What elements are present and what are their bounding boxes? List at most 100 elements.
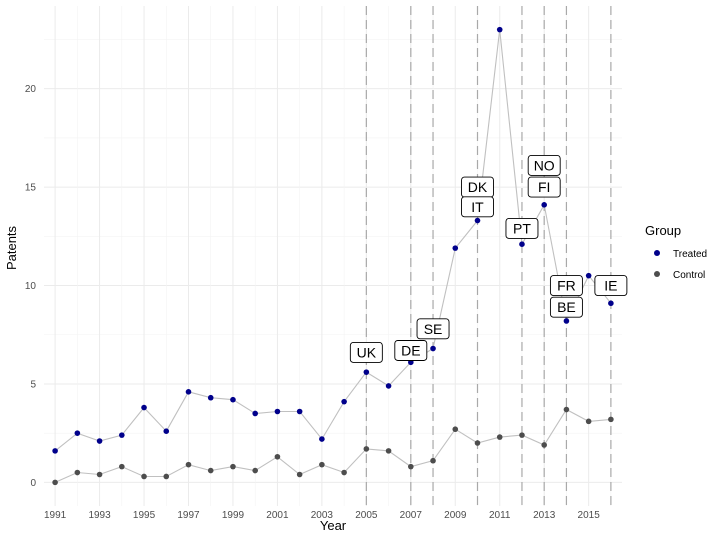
point-control (541, 442, 547, 448)
point-treated (563, 318, 570, 324)
point-control (274, 453, 281, 460)
point-control (341, 469, 347, 476)
series-line-treated (54, 29, 612, 452)
y-tick-label: 5 (30, 379, 36, 390)
point-control (385, 448, 392, 454)
point-treated (252, 410, 258, 417)
country-label: NO (527, 154, 561, 176)
point-treated (363, 369, 370, 375)
country-label-text: UK (357, 344, 377, 360)
point-control (408, 463, 414, 470)
country-label: FR (549, 275, 583, 296)
x-tick-label: 1993 (88, 510, 111, 521)
country-label-box (527, 176, 561, 198)
country-label: IE (594, 275, 628, 296)
country-label-text: IT (471, 199, 484, 215)
point-control (119, 463, 125, 470)
x-tick-label: 1995 (133, 510, 156, 521)
x-tick-label: 2015 (578, 510, 601, 521)
point-treated (474, 217, 481, 224)
point-control (519, 432, 525, 438)
x-tick-label: 1991 (44, 510, 67, 521)
point-treated (52, 448, 58, 454)
country-label: PT (505, 217, 539, 239)
legend: Group Treated Control (645, 223, 707, 281)
point-control (163, 473, 170, 480)
country-label: SE (416, 318, 450, 340)
country-label: FI (527, 176, 561, 198)
country-label-box (549, 296, 583, 318)
point-control (319, 461, 325, 468)
point-control (141, 473, 147, 480)
legend-label-control: Control (673, 270, 705, 281)
point-treated (496, 26, 503, 33)
y-tick-label: 0 (30, 478, 36, 489)
series-line-control (54, 408, 611, 483)
point-treated (341, 398, 347, 405)
x-tick-label: 1999 (222, 510, 245, 521)
point-treated (274, 408, 281, 415)
country-label-box (394, 340, 428, 361)
country-label-text: SE (424, 321, 443, 337)
legend-marker-control (654, 271, 660, 277)
point-treated (207, 394, 214, 401)
point-treated (163, 428, 170, 434)
point-treated (452, 245, 459, 251)
country-label: DE (394, 340, 428, 361)
point-control (230, 463, 236, 470)
point-treated (141, 404, 147, 411)
country-label-text: PT (513, 220, 531, 236)
point-control (363, 446, 370, 452)
point-treated (541, 202, 547, 208)
country-label-box (416, 318, 450, 340)
point-control (563, 406, 570, 413)
point-control (585, 418, 592, 425)
country-label-box (527, 154, 561, 176)
country-label-text: IE (604, 278, 617, 294)
axes: Year Patents 1991 1993 1995 1997 1999 2001 200… (4, 84, 600, 533)
point-treated (185, 389, 192, 395)
country-label: UK (349, 342, 383, 363)
point-control (608, 416, 614, 423)
point-control (452, 426, 459, 433)
x-tick-label: 2009 (444, 510, 467, 521)
y-tick-label: 15 (25, 183, 37, 194)
legend-marker-treated (654, 250, 660, 256)
x-axis-title: Year (320, 518, 347, 533)
treatment-lines (365, 6, 612, 506)
country-label-box (461, 196, 494, 218)
point-control (207, 467, 214, 474)
y-axis-title: Patents (4, 225, 19, 270)
x-tick-label: 2007 (400, 510, 423, 521)
point-treated (319, 436, 325, 442)
point-control (185, 461, 192, 468)
point-treated (385, 383, 392, 389)
point-control (96, 471, 103, 478)
y-tick-label: 10 (25, 281, 37, 292)
country-label-text: FI (538, 179, 550, 195)
point-treated (608, 300, 614, 307)
country-label-box (594, 275, 628, 296)
country-label-text: DE (401, 342, 420, 358)
series (52, 26, 614, 486)
point-treated (585, 272, 592, 279)
point-treated (430, 345, 436, 352)
point-control (474, 440, 481, 446)
point-treated (519, 241, 525, 247)
point-treated (119, 432, 125, 438)
country-label-box (505, 217, 539, 239)
point-treated (230, 396, 236, 403)
point-control (296, 471, 303, 478)
country-label-text: FR (557, 278, 576, 294)
country-label: DK (461, 176, 494, 198)
x-tick-label: 1997 (177, 510, 200, 521)
country-label: BE (549, 296, 583, 318)
x-tick-label: 2003 (311, 510, 334, 521)
country-label: IT (461, 196, 494, 218)
legend-title: Group (645, 223, 681, 238)
point-treated (74, 430, 81, 436)
point-control (52, 479, 58, 486)
